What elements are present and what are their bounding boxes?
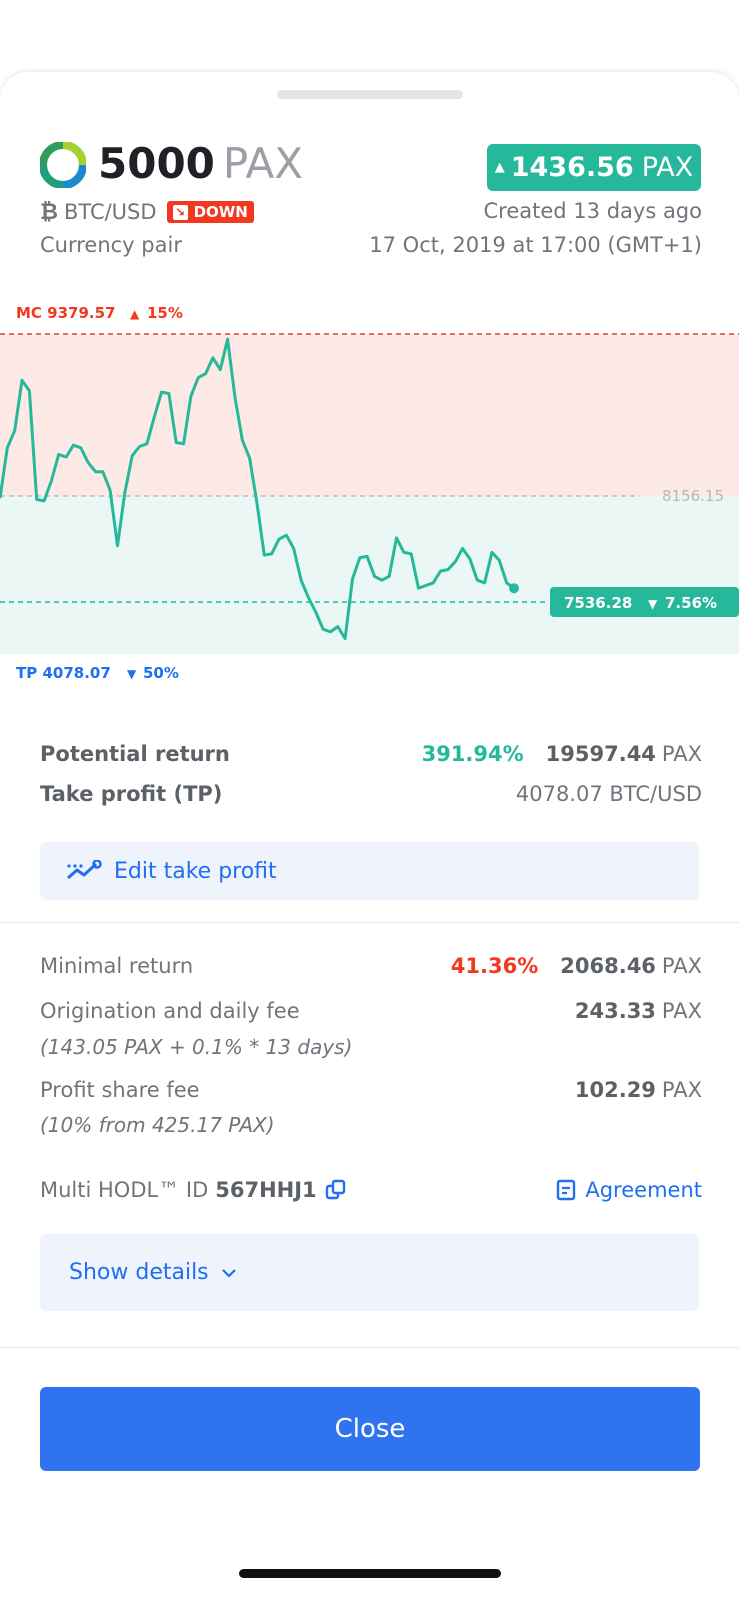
sheet-grab-handle[interactable] <box>277 90 463 99</box>
edit-take-profit-label: Edit take profit <box>114 858 277 884</box>
take-profit-value: 4078.07 BTC/USD <box>515 782 702 806</box>
triangle-down-icon: ▼ <box>127 667 137 681</box>
position-sheet: 5000 PAX ▲ 1436.56 PAX ₿ BTC/USD ↘ DOWN C… <box>0 72 739 1600</box>
pair-name: BTC/USD <box>63 200 157 224</box>
copy-icon[interactable] <box>325 1179 347 1201</box>
tp-label: TP 4078.07 <box>16 664 111 682</box>
trend-up-icon <box>66 860 102 882</box>
home-indicator[interactable] <box>239 1569 501 1578</box>
edit-take-profit-button[interactable]: Edit take profit <box>40 842 699 900</box>
hodl-id-label: Multi HODL™ ID <box>40 1178 209 1202</box>
section-divider <box>0 922 739 923</box>
minimal-return-pct: 41.36% <box>450 954 539 978</box>
profit-share-row: Profit share fee 102.29 PAX <box>40 1078 702 1102</box>
origination-fee-formula: (143.05 PAX + 0.1% * 13 days) <box>40 1035 353 1059</box>
created-date: 17 Oct, 2019 at 17:00 (GMT+1) <box>369 233 702 257</box>
origination-fee-currency: PAX <box>661 999 702 1023</box>
profit-currency: PAX <box>641 152 694 183</box>
profit-share-currency: PAX <box>661 1078 702 1102</box>
profit-value: 1436.56 <box>510 152 634 183</box>
current-price-dot <box>509 583 519 594</box>
price-series-line <box>0 337 515 640</box>
origination-fee-label: Origination and daily fee <box>40 999 300 1023</box>
show-details-label: Show details <box>69 1260 209 1285</box>
profit-share-label: Profit share fee <box>40 1078 200 1102</box>
amount-currency: PAX <box>222 139 304 188</box>
potential-return-row: Potential return 391.94% 19597.44 PAX <box>40 742 702 766</box>
profit-share-formula: (10% from 425.17 PAX) <box>40 1113 275 1137</box>
document-icon <box>556 1179 576 1201</box>
potential-return-currency: PAX <box>661 742 702 766</box>
mc-pct: 15% <box>147 304 183 322</box>
profit-share-value: 102.29 <box>574 1078 656 1102</box>
mc-zone <box>0 334 739 496</box>
hodl-id-value: 567HHJ1 <box>215 1178 317 1202</box>
take-profit-row: Take profit (TP) 4078.07 BTC/USD <box>40 782 702 806</box>
minimal-return-currency: PAX <box>661 954 702 978</box>
minimal-return-label: Minimal return <box>40 954 194 978</box>
current-value: 7536.28 <box>564 594 632 612</box>
pair-row: ₿ BTC/USD ↘ DOWN <box>40 199 254 225</box>
pax-logo-icon <box>39 141 87 189</box>
entry-label: 8156.15 <box>662 487 724 505</box>
mc-label: MC 9379.57 <box>16 304 115 322</box>
potential-return-label: Potential return <box>40 742 230 766</box>
close-button[interactable]: Close <box>40 1387 700 1471</box>
current-price-badge <box>550 587 739 617</box>
minimal-return-row: Minimal return 41.36% 2068.46 PAX <box>40 954 702 978</box>
profit-badge: ▲ 1436.56 PAX <box>487 144 701 191</box>
minimal-return-value: 2068.46 <box>560 954 656 978</box>
take-profit-label: Take profit (TP) <box>40 782 223 806</box>
hodl-id-row: Multi HODL™ ID 567HHJ1 <box>40 1178 347 1202</box>
arrow-down-right-icon: ↘ <box>172 204 188 220</box>
tp-pct: 50% <box>143 664 179 682</box>
created-ago: Created 13 days ago <box>483 199 702 223</box>
close-label: Close <box>334 1414 406 1444</box>
bitcoin-icon: ₿ <box>40 200 58 225</box>
footer-divider <box>0 1347 739 1348</box>
agreement-link[interactable]: Agreement <box>556 1178 702 1202</box>
origination-fee-row: Origination and daily fee 243.33 PAX <box>40 999 702 1023</box>
potential-return-value: 19597.44 <box>545 742 656 766</box>
position-amount: 5000 PAX <box>98 139 303 188</box>
pair-caption: Currency pair <box>40 233 182 257</box>
triangle-down-icon: ▼ <box>648 597 658 611</box>
tp-zone <box>0 496 739 654</box>
triangle-up-icon: ▲ <box>494 160 505 175</box>
origination-fee-value: 243.33 <box>574 999 656 1023</box>
price-chart: MC 9379.57 ▲ 15% 8156.15 7536.28 ▼ 7.56%… <box>0 304 739 682</box>
potential-return-pct: 391.94% <box>421 742 524 766</box>
triangle-up-icon: ▲ <box>130 307 140 321</box>
direction-label: DOWN <box>193 203 248 221</box>
amount-value: 5000 <box>98 139 215 188</box>
show-details-button[interactable]: Show details <box>40 1234 699 1311</box>
current-pct: 7.56% <box>665 594 717 612</box>
agreement-label: Agreement <box>585 1178 702 1202</box>
direction-badge: ↘ DOWN <box>166 201 254 223</box>
chevron-down-icon <box>221 1268 237 1278</box>
